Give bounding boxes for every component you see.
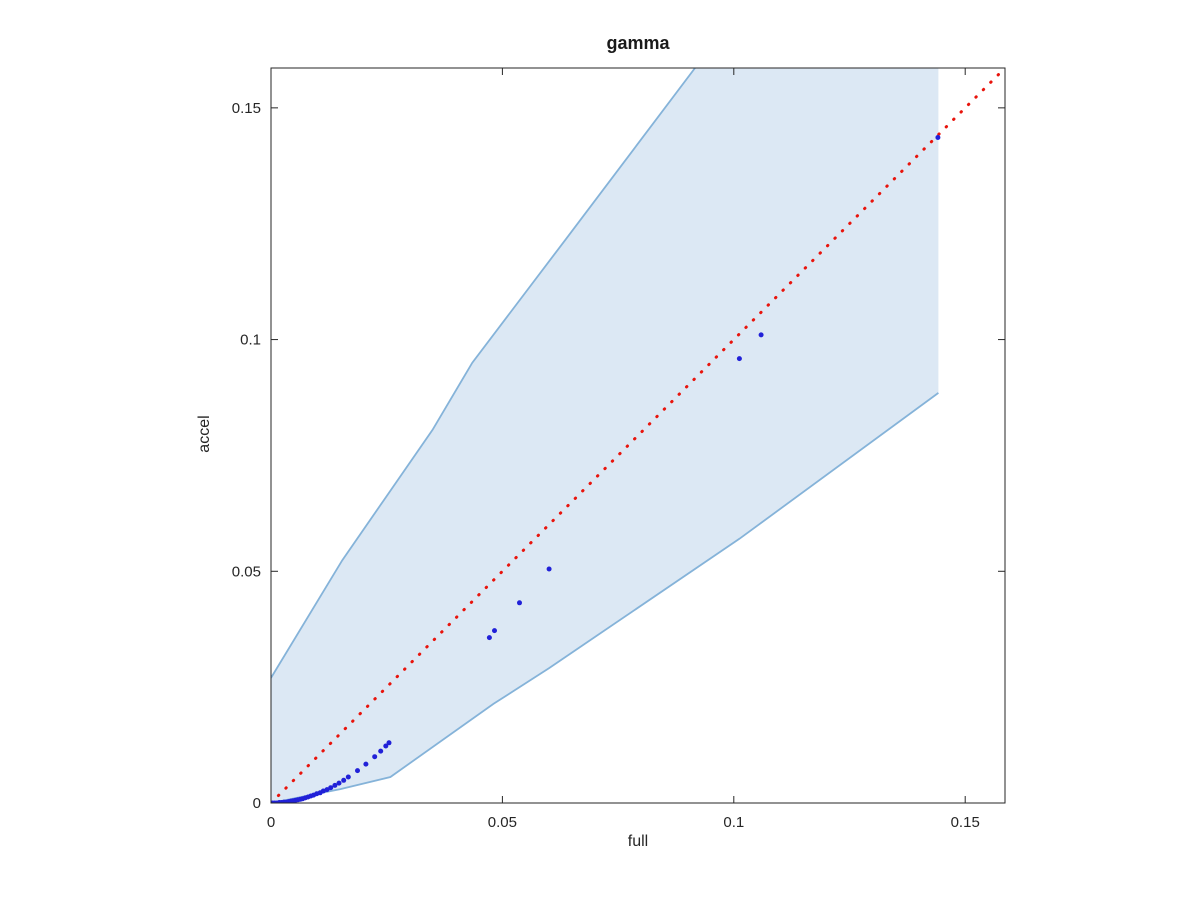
y-tick-label: 0.1	[240, 332, 261, 349]
y-tick-label: 0.15	[232, 100, 261, 117]
plot-area	[271, 68, 1005, 803]
y-tick-label: 0.05	[232, 563, 261, 580]
data-point	[386, 740, 392, 746]
x-axis-label: full	[627, 833, 649, 850]
x-tick-label: 0	[267, 814, 275, 831]
data-point	[345, 774, 351, 780]
plot-title: gamma	[606, 33, 670, 53]
data-point	[378, 748, 384, 754]
identity-line	[271, 68, 1005, 803]
data-point	[363, 761, 369, 767]
band-lower-edge	[271, 392, 939, 803]
data-point	[517, 600, 522, 606]
data-point	[332, 782, 338, 788]
data-point	[736, 356, 742, 362]
x-tick-label: 0.15	[951, 814, 980, 831]
scatter-series	[271, 135, 941, 803]
x-tick-label: 0.05	[488, 814, 517, 831]
data-point	[372, 754, 378, 760]
band-upper-edge	[271, 68, 697, 679]
data-point	[492, 628, 497, 634]
data-point	[355, 768, 360, 774]
data-point	[324, 787, 330, 793]
data-point	[546, 566, 552, 572]
data-point	[328, 785, 334, 791]
data-point	[383, 743, 389, 749]
x-tick-label: 0.1	[723, 814, 744, 831]
data-point	[336, 780, 342, 786]
confidence-band	[271, 68, 939, 803]
y-tick-label: 0	[253, 795, 261, 812]
data-point	[341, 777, 347, 783]
axes-box	[270, 67, 1006, 804]
data-point	[935, 135, 941, 140]
data-point	[486, 635, 492, 641]
data-point	[758, 332, 764, 338]
axes: 0 0.05 0.1 0.15 0 0.05 0.1 0.15	[232, 67, 1006, 831]
y-axis-label: accel	[196, 415, 213, 453]
